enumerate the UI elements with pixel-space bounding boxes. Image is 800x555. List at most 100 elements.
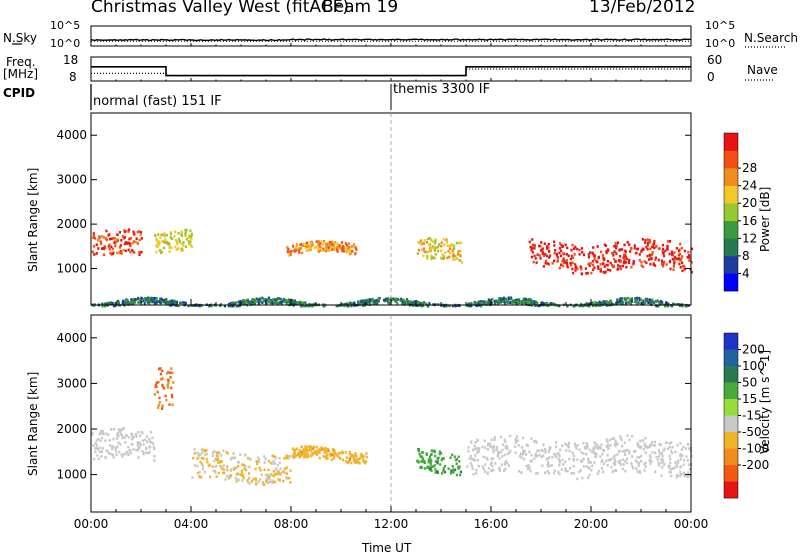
velocity-cell <box>121 455 124 458</box>
power-cell <box>120 251 123 254</box>
power-cell <box>270 298 273 302</box>
velocity-cell <box>612 456 615 459</box>
power-cell <box>661 261 664 264</box>
velocity-cell <box>657 458 660 462</box>
power-cell <box>242 301 245 305</box>
power-cell <box>158 297 162 301</box>
velocity-cell <box>470 464 474 468</box>
velocity-cell <box>431 465 434 468</box>
velocity-cell <box>470 440 473 444</box>
power-cell <box>306 241 309 245</box>
velocity-cell <box>609 444 612 447</box>
power-cell <box>229 304 232 308</box>
power-cell <box>286 250 289 254</box>
velocity-cell <box>528 466 531 470</box>
velocity-cell <box>157 403 160 407</box>
velocity-cell <box>193 464 196 467</box>
velocity-cell <box>325 455 328 459</box>
power-cell <box>683 267 686 271</box>
power-cell <box>565 259 568 262</box>
power-cell <box>628 258 631 262</box>
velocity-cell <box>124 434 127 437</box>
velocity-cell <box>106 449 109 453</box>
power-cell <box>105 229 108 233</box>
velocity-cell <box>95 444 98 447</box>
power-cell <box>372 302 375 306</box>
power-cell <box>430 254 433 257</box>
power-cell <box>565 253 568 256</box>
power-cell <box>511 301 514 305</box>
power-cell <box>585 304 588 307</box>
power-cell <box>124 241 127 244</box>
power-cell <box>129 237 132 240</box>
velocity-cell <box>295 454 298 457</box>
velocity-cell <box>267 473 270 477</box>
velocity-cell <box>639 439 642 443</box>
power-cell <box>646 238 649 241</box>
power-cell <box>190 245 194 248</box>
velocity-cell <box>154 383 158 387</box>
velocity-cell <box>123 436 126 439</box>
velocity-cell <box>153 459 156 462</box>
velocity-cell <box>617 460 620 463</box>
power-cell <box>138 253 141 257</box>
power-cell <box>170 246 173 250</box>
velocity-cell <box>455 462 458 465</box>
power-cell <box>533 247 536 250</box>
velocity-cell <box>92 444 95 447</box>
power-cell <box>344 247 348 251</box>
velocity-cell <box>483 470 486 473</box>
velocity-cell <box>112 437 115 441</box>
power-cell <box>571 243 574 247</box>
velocity-colorbar-segment <box>724 465 738 482</box>
power-cell <box>180 233 183 237</box>
power-cell <box>649 241 652 244</box>
power-cell <box>661 262 664 266</box>
power-cell <box>580 247 584 250</box>
power-cell <box>547 242 550 246</box>
velocity-ytick-label: 1000 <box>56 468 87 482</box>
power-cell <box>531 246 534 250</box>
power-cell <box>127 301 130 305</box>
power-cell <box>134 298 137 302</box>
power-cell <box>118 231 122 234</box>
power-cell <box>102 246 105 250</box>
velocity-cell <box>651 440 654 444</box>
velocity-cell <box>518 454 521 458</box>
power-cell <box>539 244 542 248</box>
velocity-cell <box>118 450 121 454</box>
velocity-cell <box>588 461 591 464</box>
power-cell <box>318 245 321 248</box>
power-cell <box>538 254 541 257</box>
velocity-cell <box>472 448 475 452</box>
power-cell <box>289 252 292 256</box>
power-cell <box>232 304 235 308</box>
velocity-cell <box>142 443 145 446</box>
power-cell <box>680 257 683 261</box>
velocity-cell <box>205 457 208 461</box>
velocity-colorbar-tick-label: 100 <box>742 359 765 373</box>
velocity-cell <box>282 479 285 483</box>
velocity-cell <box>503 438 506 442</box>
power-cell <box>625 301 628 305</box>
velocity-cell <box>318 450 321 454</box>
power-cell <box>116 251 119 255</box>
power-cell <box>589 262 592 265</box>
power-cell <box>344 302 347 306</box>
power-cell <box>275 298 278 302</box>
velocity-cell <box>107 433 110 437</box>
power-cell <box>327 248 330 252</box>
velocity-cell <box>247 456 250 460</box>
velocity-cell <box>285 472 288 475</box>
power-cell <box>370 298 373 301</box>
velocity-cell <box>358 457 361 461</box>
power-cell <box>473 301 476 305</box>
velocity-cell <box>471 457 474 461</box>
power-cell <box>429 249 432 253</box>
power-cell <box>151 299 154 303</box>
velocity-cell <box>641 439 644 442</box>
power-cell <box>487 302 490 305</box>
power-cell <box>574 245 577 249</box>
power-cell <box>155 250 158 254</box>
velocity-cell <box>141 431 144 435</box>
